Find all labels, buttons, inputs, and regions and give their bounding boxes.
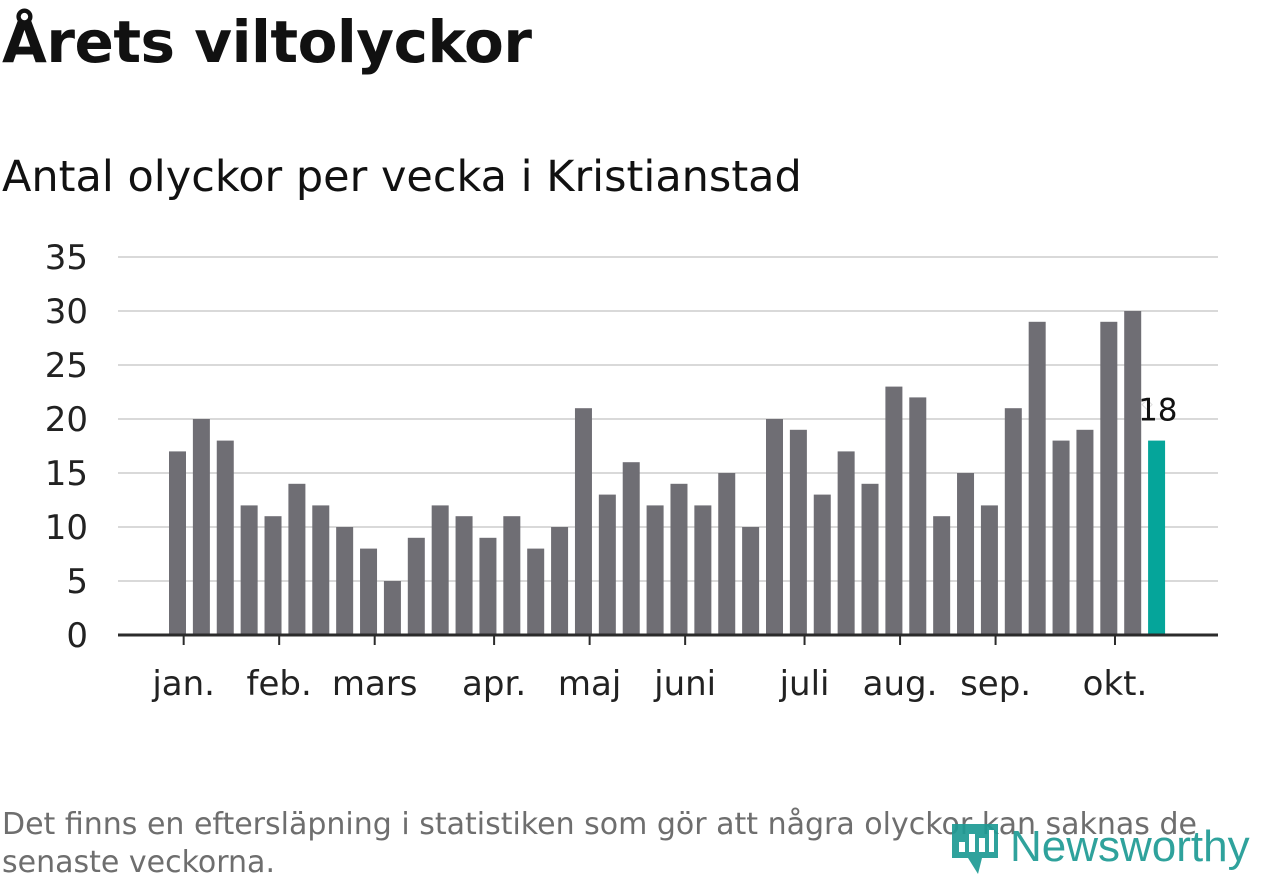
bar xyxy=(1124,311,1142,635)
bar xyxy=(312,505,330,635)
x-tick-label: jan. xyxy=(151,664,215,704)
newsworthy-logo: Newsworthy xyxy=(950,818,1250,876)
x-tick-label: feb. xyxy=(247,664,312,704)
x-tick-label: aug. xyxy=(863,664,938,704)
y-tick-label: 30 xyxy=(45,292,88,332)
x-axis-month-labels: jan. feb. mars apr. maj juni juli aug. sep. okt. xyxy=(151,635,1147,704)
x-tick-label: okt. xyxy=(1083,664,1148,704)
bar xyxy=(885,386,903,635)
bar xyxy=(957,473,975,635)
highlight-value-label: 18 xyxy=(1138,393,1177,429)
x-tick-label: juli xyxy=(779,664,830,704)
bars xyxy=(169,311,1166,635)
logo-text: Newsworthy xyxy=(1010,822,1250,871)
bar xyxy=(503,516,521,635)
bar-chart: 0 5 10 15 20 25 30 35 jan. feb. mars apr. maj juni ju… xyxy=(45,238,1218,704)
bar xyxy=(288,483,306,635)
bar xyxy=(479,537,497,635)
bar xyxy=(861,483,879,635)
bar xyxy=(169,451,186,635)
bar xyxy=(670,483,688,635)
bar xyxy=(909,397,927,635)
y-tick-label: 25 xyxy=(45,346,88,386)
bar xyxy=(718,473,736,635)
bar xyxy=(1076,429,1094,635)
bar xyxy=(360,548,378,635)
x-tick-label: mars xyxy=(332,664,418,704)
bar xyxy=(933,516,951,635)
bar xyxy=(192,419,210,635)
annotations: 18 xyxy=(1138,393,1177,429)
y-tick-label: 10 xyxy=(45,508,88,548)
bar xyxy=(1004,408,1022,635)
y-tick-label: 35 xyxy=(45,238,88,278)
chart-subtitle: Antal olyckor per vecka i Kristianstad xyxy=(2,152,802,202)
bar xyxy=(264,516,282,635)
bar xyxy=(240,505,258,635)
bar xyxy=(789,429,807,635)
x-tick-label: apr. xyxy=(462,664,526,704)
y-tick-label: 15 xyxy=(45,454,88,494)
bar xyxy=(431,505,449,635)
bar xyxy=(646,505,664,635)
bar xyxy=(527,548,545,635)
bar-highlight xyxy=(1148,440,1166,635)
bar xyxy=(1028,321,1046,635)
x-tick-label: maj xyxy=(558,664,621,704)
y-tick-label: 20 xyxy=(45,400,88,440)
bar xyxy=(574,408,592,635)
y-tick-label: 0 xyxy=(66,616,88,656)
bar xyxy=(837,451,855,635)
bar xyxy=(216,440,234,635)
chart-title: Årets viltolyckor xyxy=(2,8,532,76)
bar xyxy=(1052,440,1070,635)
bar xyxy=(813,494,831,635)
y-axis-ticks: 0 5 10 15 20 25 30 35 xyxy=(45,238,88,656)
bar xyxy=(980,505,998,635)
bar xyxy=(1100,321,1118,635)
bar xyxy=(336,527,354,635)
bar xyxy=(694,505,712,635)
y-tick-label: 5 xyxy=(66,562,88,602)
bar xyxy=(622,462,640,635)
bar xyxy=(383,581,401,635)
bar xyxy=(742,527,760,635)
annotation-pointer xyxy=(1141,398,1153,411)
x-tick-label: juni xyxy=(653,664,716,704)
bar xyxy=(407,537,425,635)
newsworthy-logo-icon xyxy=(952,824,998,874)
bar xyxy=(455,516,473,635)
bar xyxy=(551,527,569,635)
bar xyxy=(598,494,616,635)
x-tick-label: sep. xyxy=(960,664,1031,704)
bar xyxy=(766,419,783,635)
